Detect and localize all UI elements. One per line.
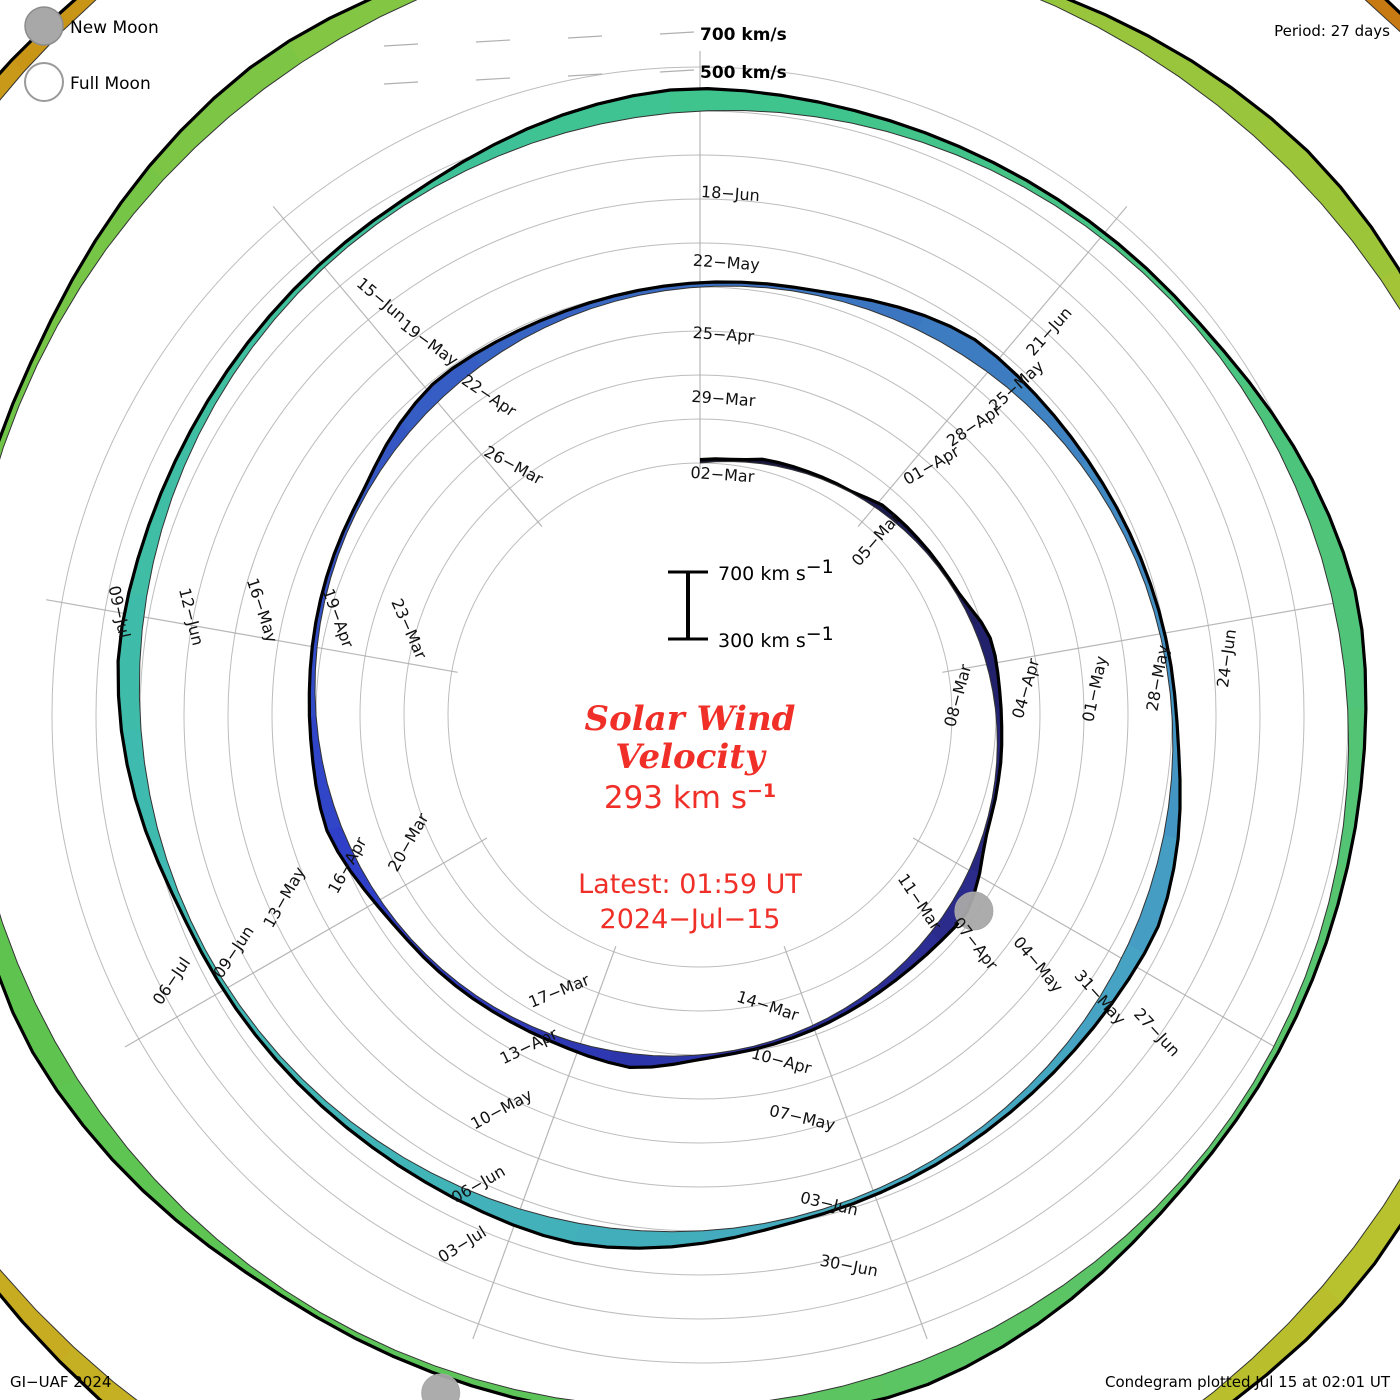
scale-bar-bottom-label: 300 km s−1 (718, 623, 834, 652)
chart-title-line1: Solar Wind (585, 699, 796, 739)
date-tick-label: 25−Apr (692, 323, 755, 346)
date-tick-label: 18−Jun (700, 182, 760, 205)
date-tick-label: 02−Mar (690, 463, 756, 486)
legend-label-new-moon: New Moon (70, 18, 159, 38)
legend-label-full-moon: Full Moon (70, 74, 151, 94)
radial-axis-label: 500 km/s (700, 63, 787, 83)
legend-item-new-moon: New Moon (24, 6, 159, 46)
full-moon-icon (24, 62, 64, 102)
plotted-label: Condegram plotted Jul 15 at 02:01 UT (1105, 1373, 1391, 1391)
chart-title-line2: Velocity (615, 737, 767, 777)
date-tick-label: 22−May (692, 251, 760, 275)
radial-axis-label: 700 km/s (700, 25, 787, 45)
latest-date: 2024−Jul−15 (600, 904, 781, 935)
moon-phase-markers (421, 891, 994, 1400)
latest-time: Latest: 01:59 UT (578, 869, 802, 900)
scale-bar-top-label: 700 km s−1 (718, 556, 834, 585)
current-value: 293 km s−1 (604, 780, 776, 816)
credit-label: GI−UAF 2024 (10, 1373, 111, 1391)
scale-bar: 700 km s−1 300 km s−1 (668, 556, 834, 652)
radial-axis-labels: 700 km/s 500 km/s (383, 25, 787, 85)
date-tick-label: 29−Mar (691, 387, 757, 410)
new-moon-icon (24, 6, 64, 46)
period-label: Period: 27 days (1274, 22, 1390, 40)
legend-item-full-moon: Full Moon (24, 62, 151, 102)
